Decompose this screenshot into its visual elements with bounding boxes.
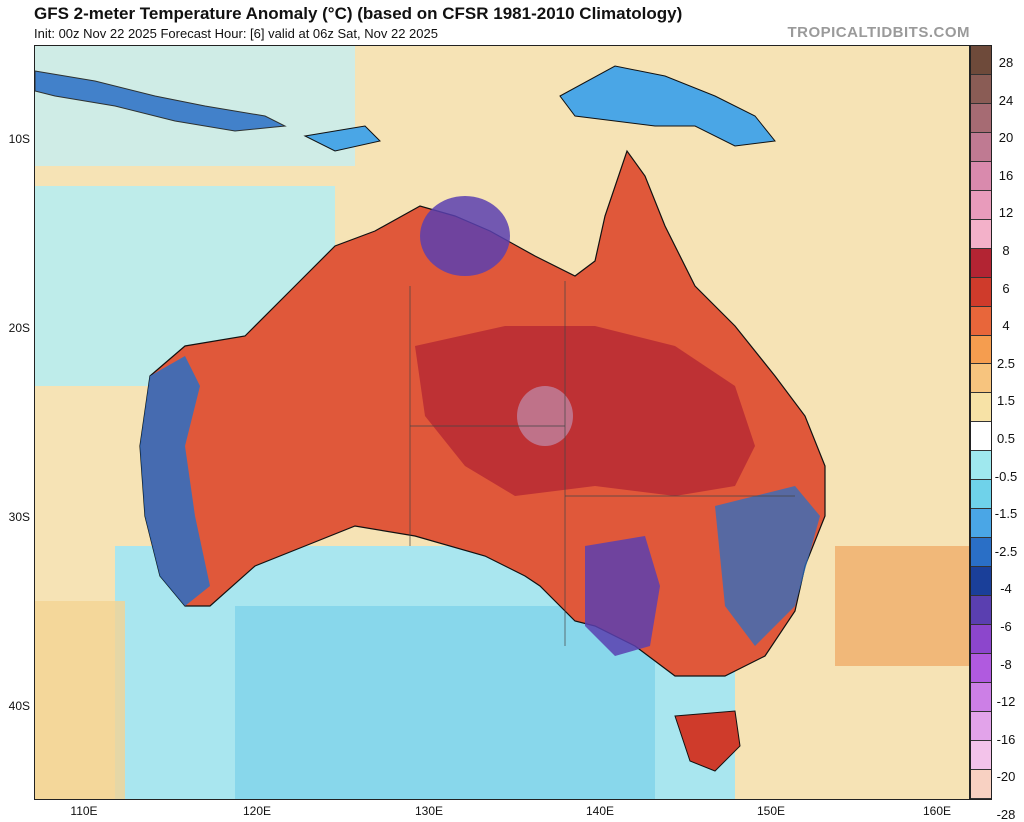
colorbar-label: 28: [998, 55, 1014, 70]
lon-label: 120E: [242, 804, 272, 818]
cool-anomaly-southeast: [585, 536, 660, 656]
cool-anomaly-southern-ocean-core: [235, 606, 655, 799]
colorbar-swatch: [971, 46, 991, 75]
colorbar-label: 4: [1002, 318, 1010, 334]
colorbar-swatch: [971, 132, 991, 162]
colorbar-swatch: [971, 509, 991, 539]
colorbar: [970, 45, 992, 800]
temperature-anomaly-map: [34, 45, 970, 800]
colorbar-swatch: [971, 103, 991, 133]
colorbar-label: 6: [1002, 280, 1010, 296]
cool-anomaly-east-coast: [715, 486, 820, 646]
lat-label: 20S: [8, 321, 30, 335]
lon-label: 140E: [585, 804, 615, 818]
hot-anomaly-peak: [517, 386, 573, 446]
lat-label: 40S: [8, 699, 30, 713]
colorbar-label: 16: [998, 167, 1014, 183]
colorbar-label: 1.5: [996, 393, 1016, 409]
colorbar-label: 24: [998, 92, 1014, 108]
colorbar-label: 2.5: [996, 355, 1016, 371]
colorbar-label: -20: [996, 769, 1016, 785]
colorbar-swatch: [971, 625, 991, 655]
colorbar-swatch: [971, 74, 991, 104]
state-borders: [409, 281, 795, 646]
colorbar-swatch: [971, 277, 991, 307]
colorbar-swatch: [971, 740, 991, 770]
colorbar-swatch: [971, 393, 991, 423]
colorbar-label: -12: [996, 694, 1016, 710]
colorbar-swatch: [971, 219, 991, 249]
colorbar-swatch: [971, 161, 991, 191]
warm-anomaly-tasman: [835, 546, 969, 666]
colorbar-label: -16: [996, 731, 1016, 747]
colorbar-swatch: [971, 596, 991, 626]
timor-island: [303, 125, 381, 152]
hot-anomaly-core: [415, 326, 755, 496]
colorbar-label: -0.5: [994, 468, 1018, 484]
colorbar-swatch: [971, 248, 991, 278]
lat-label: 10S: [8, 132, 30, 146]
colorbar-swatch: [971, 190, 991, 220]
cool-anomaly-west-coast: [140, 356, 210, 606]
colorbar-swatch: [971, 711, 991, 741]
colorbar-swatch: [971, 480, 991, 510]
colorbar-swatch: [971, 422, 991, 452]
new-guinea: [559, 65, 776, 147]
colorbar-swatch: [971, 538, 991, 568]
colorbar-label: -2.5: [994, 543, 1018, 559]
colorbar-label: -4: [1000, 581, 1012, 597]
colorbar-swatch: [971, 306, 991, 336]
colorbar-label: 20: [998, 130, 1014, 146]
indonesia-islands: [35, 70, 287, 132]
lon-label: 150E: [756, 804, 786, 818]
colorbar-label: 8: [1002, 243, 1010, 258]
lon-label: 160E: [922, 804, 952, 818]
colorbar-label: 0.5: [996, 431, 1016, 446]
colorbar-swatch: [971, 335, 991, 365]
map-subtitle: Init: 00z Nov 22 2025 Forecast Hour: [6]…: [34, 26, 438, 41]
colorbar-label: -1.5: [994, 506, 1018, 522]
lon-label: 130E: [414, 804, 444, 818]
colorbar-label: -6: [1000, 619, 1012, 634]
colorbar-label: -28: [996, 807, 1016, 822]
colorbar-swatch: [971, 451, 991, 481]
tasmania: [674, 710, 741, 772]
map-title: GFS 2-meter Temperature Anomaly (°C) (ba…: [34, 4, 683, 23]
cool-anomaly-top-end: [420, 196, 510, 276]
lat-label: 30S: [8, 510, 30, 524]
colorbar-swatch: [971, 769, 991, 799]
warm-anomaly-far-west: [35, 601, 125, 799]
colorbar-swatch: [971, 364, 991, 394]
colorbar-swatch: [971, 682, 991, 712]
colorbar-label: 12: [998, 205, 1014, 221]
colorbar-swatch: [971, 567, 991, 597]
lon-label: 110E: [70, 804, 98, 818]
colorbar-swatch: [971, 654, 991, 683]
site-credit: TROPICALTIDBITS.COM: [787, 24, 970, 41]
colorbar-label: -8: [1000, 656, 1012, 672]
